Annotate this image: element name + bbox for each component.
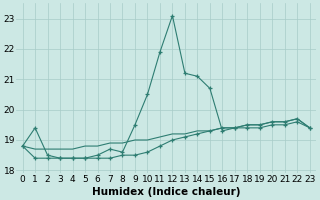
X-axis label: Humidex (Indice chaleur): Humidex (Indice chaleur) [92, 187, 240, 197]
